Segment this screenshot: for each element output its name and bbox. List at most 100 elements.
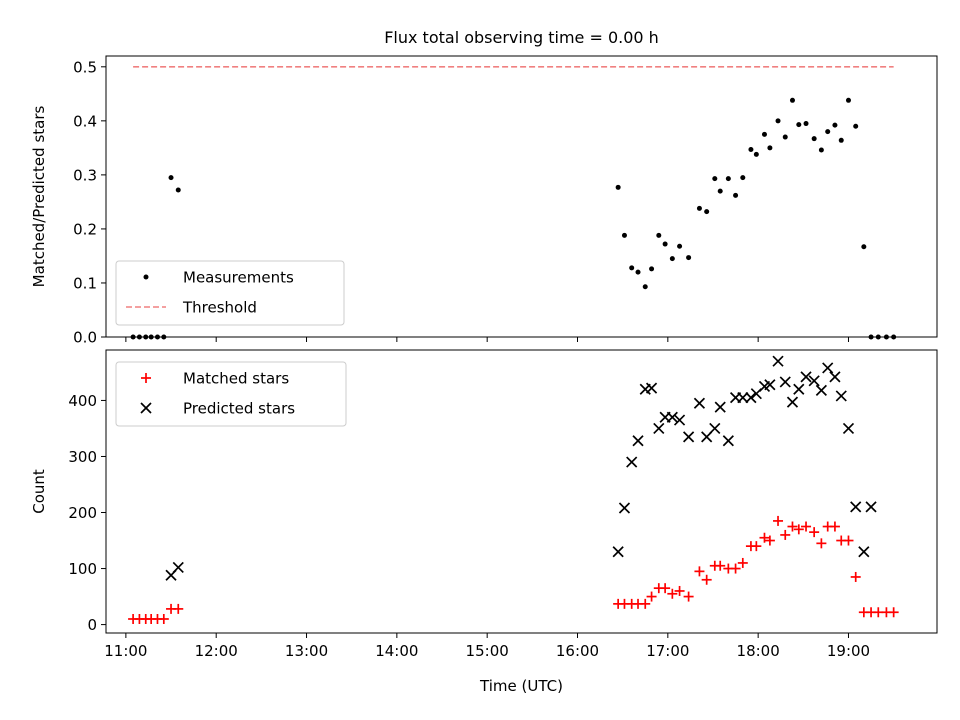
data-point <box>621 232 627 238</box>
data-point <box>686 255 692 261</box>
data-point <box>751 541 762 552</box>
data-point <box>640 598 651 609</box>
x-stroke-2 <box>737 392 749 404</box>
x-stroke-2 <box>822 362 834 374</box>
data-point <box>845 97 851 103</box>
y-tick-label: 0.2 <box>73 220 97 238</box>
x-stroke-2 <box>764 379 776 391</box>
data-point <box>850 501 862 513</box>
data-point <box>808 375 820 387</box>
data-point <box>693 397 706 409</box>
data-point <box>632 435 644 447</box>
y-tick-label: 0.0 <box>73 329 97 347</box>
x-stroke-2 <box>693 397 706 409</box>
x-stroke-2 <box>745 392 757 404</box>
data-point <box>173 603 184 614</box>
legend-label: Matched stars <box>183 370 289 388</box>
legend: Matched stars Predicted stars <box>115 361 347 427</box>
data-point <box>829 371 841 383</box>
data-point <box>714 401 726 413</box>
x-stroke-2 <box>815 384 827 396</box>
legend-label: Predicted stars <box>183 400 295 418</box>
data-point <box>701 574 712 585</box>
y-tick-label: 0.1 <box>73 274 97 292</box>
data-point <box>635 269 641 275</box>
data-point <box>816 538 827 549</box>
x-stroke-2 <box>612 546 624 558</box>
data-point <box>653 422 665 435</box>
x-tick-label: 15:00 <box>466 642 509 660</box>
data-point <box>737 557 748 568</box>
x-stroke-2 <box>842 422 855 435</box>
axes-frame <box>105 349 938 634</box>
x-stroke-2 <box>858 546 870 558</box>
data-point <box>730 563 741 574</box>
data-point <box>748 146 754 152</box>
data-point <box>786 396 799 408</box>
data-point <box>683 431 695 443</box>
legend-label: Measurements <box>183 269 294 287</box>
data-point <box>772 355 784 367</box>
data-point <box>753 151 759 157</box>
data-point <box>767 145 773 151</box>
data-point <box>779 376 791 388</box>
data-point <box>782 134 788 140</box>
data-point <box>822 362 834 374</box>
x-stroke-2 <box>666 411 678 423</box>
data-point <box>853 123 859 129</box>
data-point <box>677 243 683 249</box>
data-point <box>612 546 624 558</box>
x-stroke-2 <box>714 401 726 413</box>
x-stroke-2 <box>673 414 686 426</box>
x-stroke-2 <box>793 383 805 395</box>
x-stroke-2 <box>829 371 841 383</box>
data-point <box>717 188 723 194</box>
data-point <box>725 176 731 182</box>
x-axis-label: Time (UTC) <box>479 677 563 695</box>
data-point <box>629 265 635 271</box>
legend-x-marker <box>140 402 152 414</box>
x-stroke-2 <box>626 456 638 468</box>
x-tick-label: 17:00 <box>646 642 689 660</box>
x-tick-label: 12:00 <box>195 642 238 660</box>
data-point <box>722 435 734 447</box>
data-point <box>800 371 812 383</box>
y-tick-label: 400 <box>68 392 97 410</box>
data-point <box>801 521 812 532</box>
data-point <box>172 561 184 574</box>
data-point <box>667 588 678 599</box>
data-point <box>745 392 757 404</box>
legend-label: Threshold <box>182 299 257 317</box>
x-stroke-2 <box>835 390 847 402</box>
data-point <box>773 515 784 526</box>
y-axis-label: Count <box>30 469 48 514</box>
x-stroke-2 <box>618 502 631 514</box>
series-predicted-stars <box>165 355 877 581</box>
x-stroke-2 <box>808 375 820 387</box>
data-point <box>780 529 791 540</box>
legend-plus-marker <box>141 373 151 383</box>
data-point <box>793 383 805 395</box>
data-point <box>850 571 861 582</box>
data-point <box>787 521 798 532</box>
legend-dot-marker <box>143 274 149 280</box>
y-tick-label: 100 <box>68 560 97 578</box>
data-point <box>704 209 710 215</box>
data-point <box>645 382 658 394</box>
x-tick-label: 18:00 <box>737 642 780 660</box>
y-tick-label: 0.5 <box>73 58 97 76</box>
x-tick-label: 19:00 <box>827 642 870 660</box>
data-point <box>660 583 671 594</box>
x-tick-label: 13:00 <box>285 642 328 660</box>
data-point <box>815 384 827 396</box>
x-stroke-2 <box>653 422 665 435</box>
data-point <box>838 137 844 143</box>
data-point <box>888 607 899 618</box>
x-stroke-2 <box>709 422 721 435</box>
data-point <box>809 527 820 538</box>
x-stroke-2 <box>172 561 184 574</box>
legend-box <box>115 260 345 326</box>
data-point <box>796 122 802 128</box>
y-tick-label: 200 <box>68 504 97 522</box>
